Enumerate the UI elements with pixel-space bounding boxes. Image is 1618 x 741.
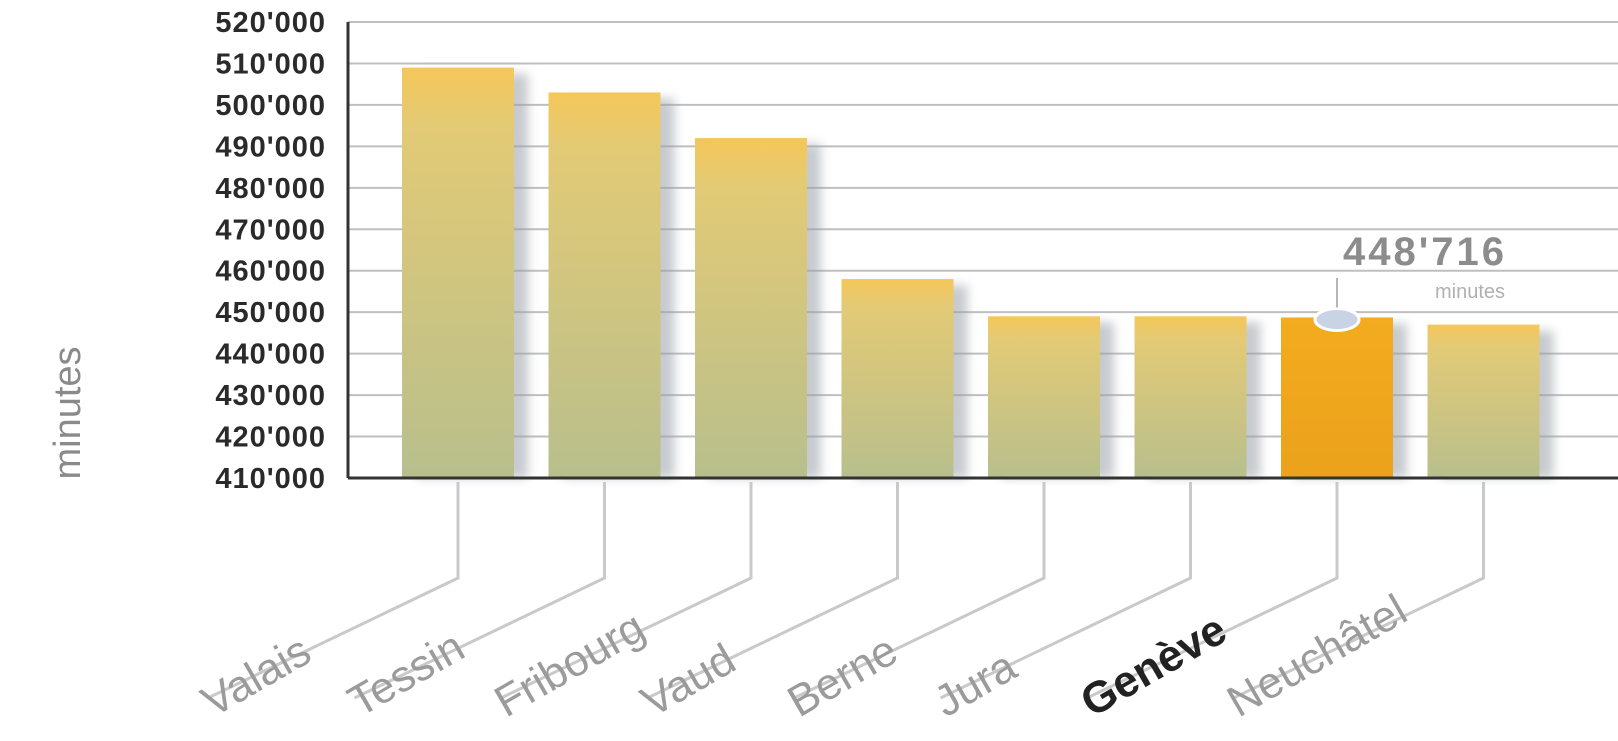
x-tick-label: Neuchâtel [1219, 585, 1415, 727]
x-tick-label: Berne [780, 626, 906, 727]
value-callout: 448'716 minutes [1343, 230, 1507, 303]
y-tick-label: 500'000 [215, 90, 326, 122]
category-leader-line [793, 482, 1046, 700]
y-tick-label: 420'000 [215, 422, 326, 454]
y-tick-label: 520'000 [215, 7, 326, 39]
bar-genève [1281, 317, 1393, 478]
y-tick-label: 430'000 [215, 380, 326, 412]
category-leader-line [1086, 482, 1339, 700]
y-tick-label: 410'000 [215, 463, 326, 495]
bar-fribourg [695, 138, 807, 478]
x-tick-label: Fribourg [487, 602, 653, 726]
category-leader-line [646, 482, 899, 700]
category-leader-line [207, 482, 460, 700]
bar-valais [402, 67, 514, 478]
y-axis-title: minutes [47, 346, 89, 479]
category-leader-line [939, 482, 1192, 700]
x-tick-label: Jura [926, 641, 1025, 726]
y-tick-label: 440'000 [215, 339, 326, 371]
bar-tessin [548, 92, 661, 479]
x-tick-label: Tessin [340, 622, 473, 727]
y-tick-label: 490'000 [215, 131, 326, 163]
bar-berne [988, 316, 1100, 478]
callout-value: 448'716 [1343, 230, 1507, 274]
bar-neuchâtel [1427, 324, 1540, 478]
bar-jura [1134, 316, 1247, 478]
highlight-marker [1313, 307, 1361, 333]
callout-unit: minutes [1435, 281, 1505, 303]
category-leader-line [353, 482, 606, 700]
x-tick-label: Valais [194, 626, 319, 727]
y-tick-label: 510'000 [215, 48, 326, 80]
category-leader-line [500, 482, 753, 700]
category-leader-line [1232, 482, 1485, 700]
bar-vaud [841, 279, 954, 478]
y-tick-label: 480'000 [215, 173, 326, 205]
x-tick-label: Vaud [633, 634, 744, 726]
y-tick-label: 450'000 [215, 297, 326, 329]
y-tick-label: 460'000 [215, 256, 326, 288]
y-tick-label: 470'000 [215, 214, 326, 246]
